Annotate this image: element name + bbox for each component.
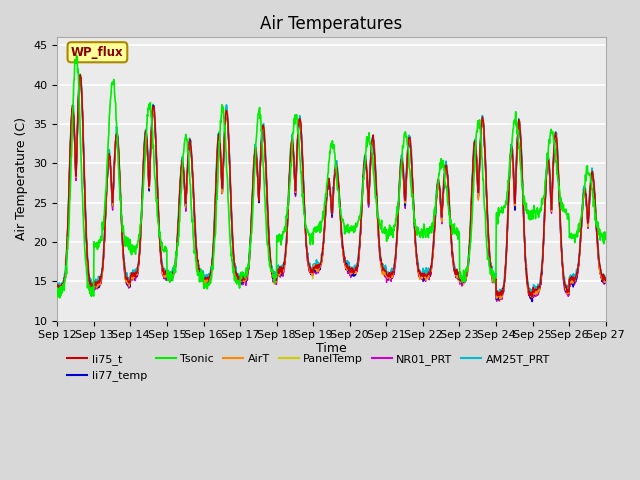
Text: WP_flux: WP_flux (71, 46, 124, 59)
Title: Air Temperatures: Air Temperatures (260, 15, 403, 33)
X-axis label: Time: Time (316, 342, 347, 355)
Legend: li75_t, li77_temp, Tsonic, AirT, PanelTemp, NR01_PRT, AM25T_PRT: li75_t, li77_temp, Tsonic, AirT, PanelTe… (63, 349, 554, 386)
Y-axis label: Air Temperature (C): Air Temperature (C) (15, 118, 28, 240)
